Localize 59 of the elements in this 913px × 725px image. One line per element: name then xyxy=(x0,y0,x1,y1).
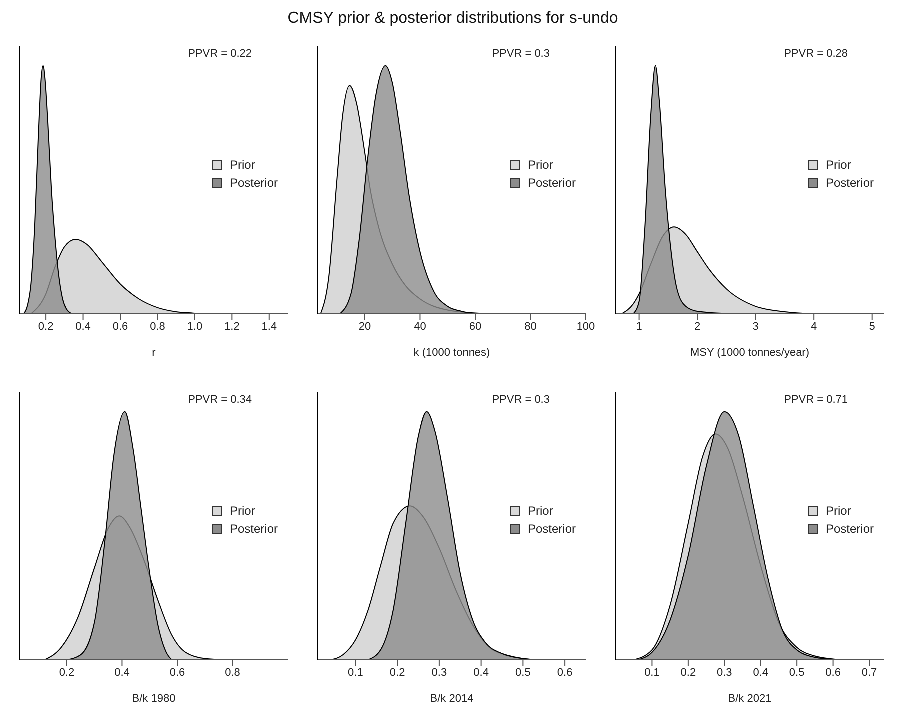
x-tick-label: 1.4 xyxy=(262,320,278,333)
x-axis-title: B/k 2014 xyxy=(430,692,474,705)
text: PPVR = 0.71 xyxy=(784,394,848,406)
legend-label: Prior xyxy=(230,503,256,520)
x-tick-label: 0.4 xyxy=(753,666,769,679)
text: PPVR = 0.3 xyxy=(492,48,550,60)
x-tick-label: 0.6 xyxy=(826,666,841,679)
x-tick-label: 5 xyxy=(869,320,876,333)
x-axis-title: B/k 2021 xyxy=(728,692,772,705)
x-tick-label: 20 xyxy=(358,320,372,333)
x-axis-title: B/k 1980 xyxy=(132,692,176,705)
x-tick-label: 60 xyxy=(469,320,482,333)
legend-label: Prior xyxy=(230,157,256,174)
x-tick-label: 0.5 xyxy=(516,666,531,679)
legend-label: Posterior xyxy=(528,175,576,192)
x-tick-label: 0.6 xyxy=(557,666,573,679)
text: PPVR = 0.22 xyxy=(188,48,252,60)
x-tick-label: 0.2 xyxy=(390,666,406,679)
x-tick-label: 0.7 xyxy=(862,666,878,679)
x-tick-label: 0.2 xyxy=(680,666,696,679)
x-axis-title: r xyxy=(152,346,156,359)
x-tick-label: 0.3 xyxy=(432,666,448,679)
x-tick-label: 0.1 xyxy=(348,666,364,679)
x-tick-label: 1.0 xyxy=(187,320,203,333)
x-tick-label: 0.4 xyxy=(114,666,130,679)
x-tick-label: 0.2 xyxy=(59,666,75,679)
x-tick-label: 0.4 xyxy=(474,666,489,679)
text: PPVR = 0.3 xyxy=(492,394,550,406)
text: PPVR = 0.34 xyxy=(188,394,252,406)
legend-label: Posterior xyxy=(826,521,874,538)
legend-label: Prior xyxy=(528,157,554,174)
text: PPVR = 0.28 xyxy=(784,48,848,60)
x-axis-title: MSY (1000 tonnes/year) xyxy=(690,346,810,359)
legend-label: Posterior xyxy=(230,175,278,192)
x-tick-label: 0.6 xyxy=(170,666,186,679)
legend-label: Posterior xyxy=(528,521,576,538)
x-tick-label: 80 xyxy=(524,320,537,333)
legend-label: Prior xyxy=(826,503,852,520)
x-tick-label: 0.3 xyxy=(717,666,732,679)
chart-title: CMSY prior & posterior distributions for s-undo xyxy=(286,10,620,28)
x-tick-label: 3 xyxy=(752,320,759,333)
legend-label: Prior xyxy=(826,157,852,174)
x-tick-label: 0.5 xyxy=(789,666,805,679)
x-tick-label: 1.2 xyxy=(224,320,240,333)
x-tick-label: 40 xyxy=(414,320,426,333)
x-axis-title: k (1000 tonnes) xyxy=(414,346,490,359)
x-tick-label: 100 xyxy=(576,320,596,333)
legend-label: Prior xyxy=(528,503,554,520)
x-tick-label: 0.1 xyxy=(644,666,660,679)
legend-label: Posterior xyxy=(230,521,278,538)
legend-label: Posterior xyxy=(826,175,874,192)
x-tick-label: 0.2 xyxy=(38,320,54,333)
x-tick-label: 0.6 xyxy=(112,320,128,333)
x-tick-label: 0.8 xyxy=(225,666,240,679)
x-tick-label: 0.4 xyxy=(76,320,91,333)
x-tick-label: 4 xyxy=(811,320,818,333)
x-tick-label: 1 xyxy=(636,320,642,333)
x-tick-label: 0.8 xyxy=(150,320,166,333)
x-tick-label: 2 xyxy=(694,320,701,333)
